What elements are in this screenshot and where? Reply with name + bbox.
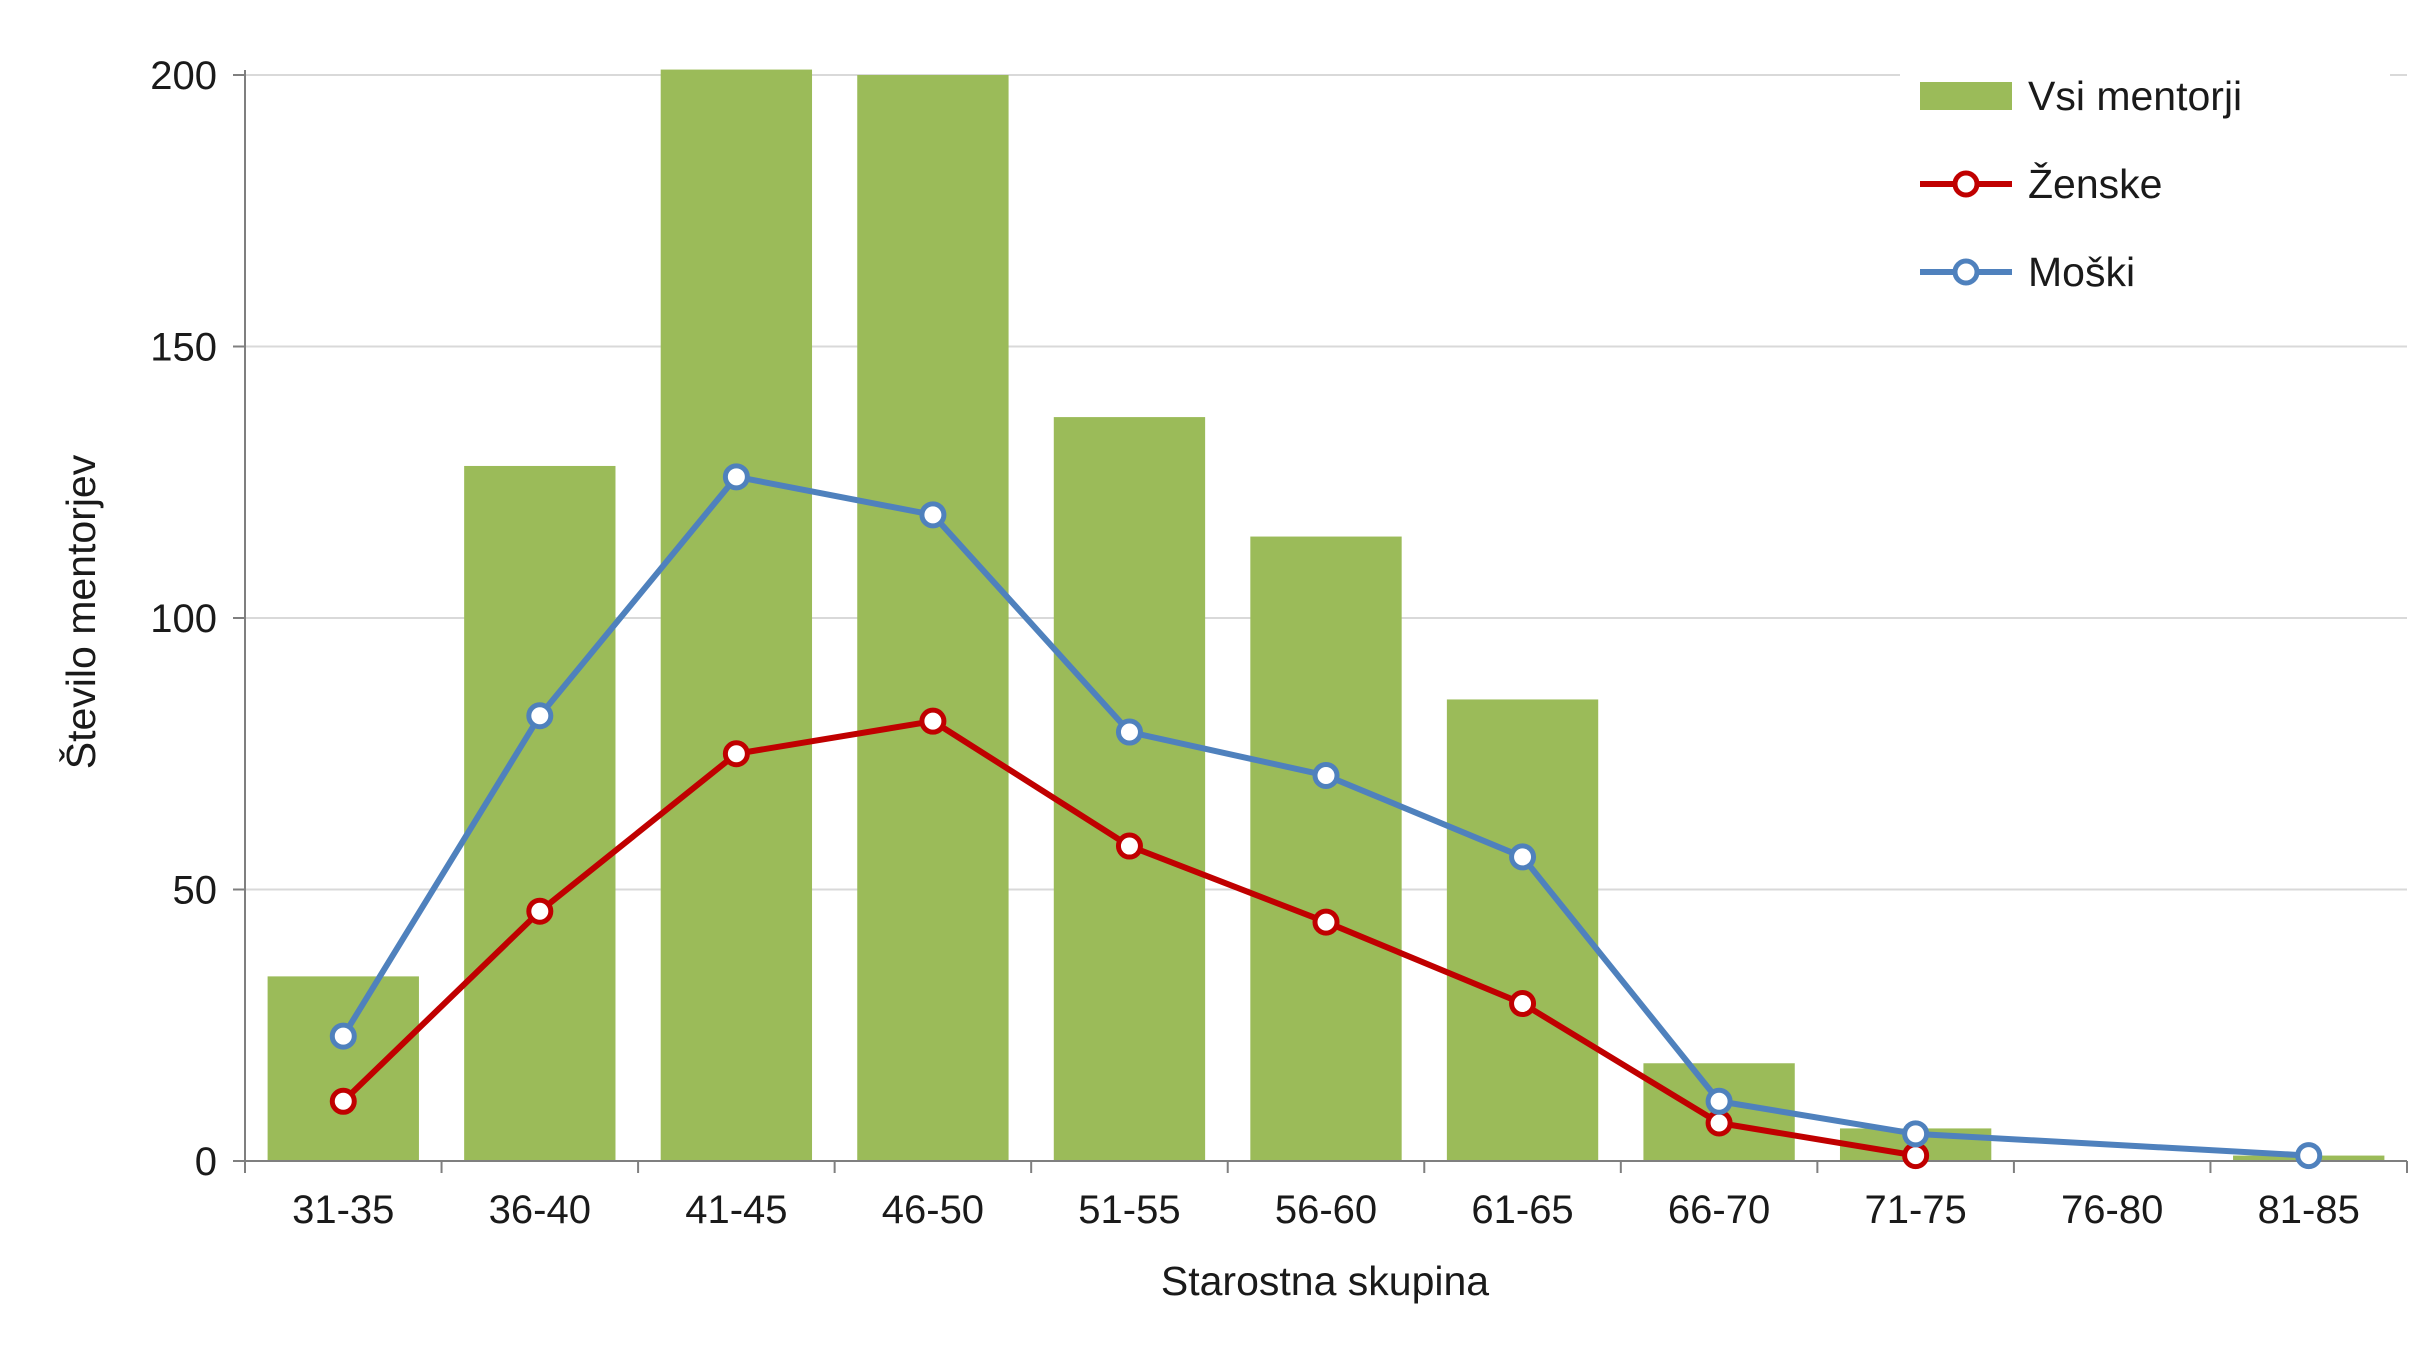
y-tick-label: 200	[150, 54, 217, 98]
y-tick-label: 0	[195, 1140, 217, 1184]
x-tick-label: 41-45	[685, 1188, 787, 1232]
point-Moški-31-35	[329, 1022, 357, 1050]
x-axis-title: Starostna skupina	[1161, 1258, 1489, 1304]
point-Moški-46-50	[919, 501, 947, 529]
point-Moški-71-75	[1902, 1120, 1930, 1148]
point-Moški-41-45	[722, 463, 750, 491]
line-series-group	[329, 463, 2323, 1170]
axes: 0 50 100 150 200 31-35 36-40 41-45 46-50 51-55 56-…	[150, 54, 2408, 1232]
point-Ženske-31-35	[329, 1087, 357, 1115]
point-Moški-81-85	[2295, 1142, 2323, 1170]
point-Ženske-46-50	[919, 707, 947, 735]
legend-swatch-bar	[1920, 82, 2012, 110]
legend-swatch-marker	[1952, 258, 1980, 286]
legend-label: Ženske	[2028, 161, 2162, 207]
point-Ženske-71-75	[1902, 1142, 1930, 1170]
x-tick-label: 71-75	[1864, 1188, 1966, 1232]
x-tick-label: 76-80	[2061, 1188, 2163, 1232]
point-Ženske-41-45	[722, 740, 750, 768]
bar-51-55	[1053, 417, 1206, 1162]
point-Ženske-36-40	[526, 897, 554, 925]
x-tick-label: 36-40	[489, 1188, 591, 1232]
bar-31-35	[267, 976, 419, 1161]
point-Moški-36-40	[526, 702, 554, 730]
point-Ženske-56-60	[1312, 908, 1340, 936]
bar-56-60	[1250, 536, 1402, 1161]
bar-series-group	[267, 69, 2385, 1162]
point-Moški-56-60	[1312, 761, 1340, 789]
y-axis-title: Število mentorjev	[58, 454, 104, 769]
bar-36-40	[464, 465, 616, 1162]
x-tick-label: 46-50	[882, 1188, 984, 1232]
line-Moški	[340, 473, 2312, 1159]
point-Moški-61-65	[1509, 843, 1537, 871]
x-tick-label: 81-85	[2258, 1188, 2360, 1232]
y-tick-label: 150	[150, 326, 217, 370]
x-tick-label: 66-70	[1668, 1188, 1770, 1232]
point-Moški-51-55	[1115, 718, 1143, 746]
point-Ženske-66-70	[1705, 1109, 1733, 1137]
legend-label: Moški	[2028, 249, 2135, 295]
bar-41-45	[660, 69, 813, 1162]
y-tick-label: 100	[150, 597, 217, 641]
bar-46-50	[857, 75, 1009, 1161]
x-tick-label: 51-55	[1078, 1188, 1180, 1232]
x-tick-label: 56-60	[1275, 1188, 1377, 1232]
point-Ženske-61-65	[1509, 990, 1537, 1018]
bar-61-65	[1446, 699, 1599, 1161]
x-tick-label: 31-35	[292, 1188, 394, 1232]
point-Ženske-51-55	[1115, 832, 1143, 860]
legend-label: Vsi mentorji	[2028, 73, 2242, 119]
y-tick-label: 50	[173, 869, 218, 913]
x-tick-label: 61-65	[1471, 1188, 1573, 1232]
point-Moški-66-70	[1705, 1087, 1733, 1115]
legend-background	[1900, 20, 2390, 300]
legend: Vsi mentorji Ženske Moški	[1900, 20, 2390, 300]
legend-swatch-marker	[1952, 170, 1980, 198]
